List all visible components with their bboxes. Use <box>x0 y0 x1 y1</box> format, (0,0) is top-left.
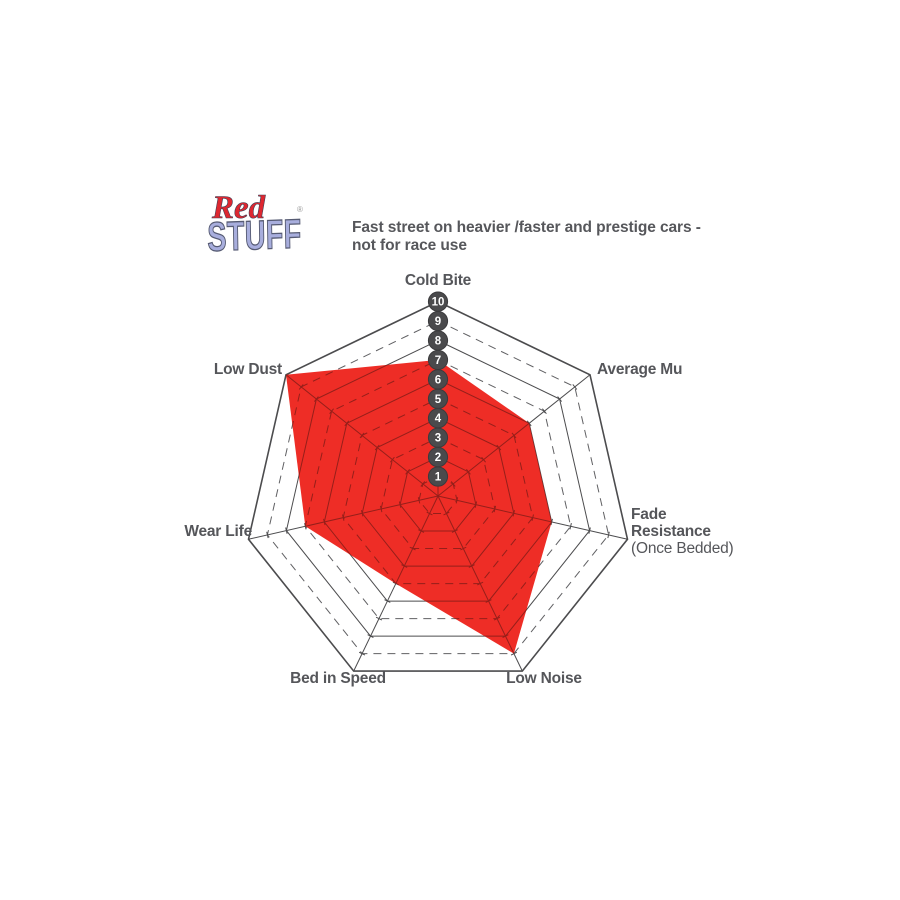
axis-tick <box>398 501 402 508</box>
axis-label-low-dust: Low Dust <box>213 361 282 378</box>
axis-tick <box>542 408 547 414</box>
axis-tick <box>418 529 425 533</box>
axis-tick <box>502 634 509 638</box>
axis-tick <box>468 564 475 568</box>
axis-label-fade-resistance: Fade Resistance (Once Bedded) <box>631 506 734 557</box>
axis-label-wear-life: Wear Life <box>184 523 252 540</box>
scale-badge-label-1: 1 <box>435 472 442 484</box>
axis-tick <box>481 456 486 463</box>
grid-ring-10 <box>247 300 629 672</box>
axis-tick <box>550 518 553 526</box>
axis-tick <box>285 527 288 534</box>
axis-tick <box>266 531 269 539</box>
grid-ring-9 <box>286 359 552 654</box>
axis-tick <box>496 444 502 451</box>
scale-badge-label-7: 7 <box>435 355 441 367</box>
axis-tick <box>323 518 326 526</box>
axis-tick <box>511 432 517 439</box>
chart-description-line1: Fast street on heavier /faster and prest… <box>352 219 701 236</box>
scale-badge-label-8: 8 <box>435 335 442 347</box>
axis-tick <box>344 420 350 427</box>
axis-tick <box>405 468 410 475</box>
axis-tick <box>384 599 391 603</box>
axis-tick <box>460 546 467 551</box>
axis-tick <box>588 527 591 534</box>
scale-badge-label-2: 2 <box>435 452 441 464</box>
data-polygon <box>286 359 552 654</box>
scale-badge-label-9: 9 <box>435 316 441 328</box>
axis-label-bed-in-speed: Bed in Speed <box>290 670 386 687</box>
scale-badge-label-3: 3 <box>435 433 441 445</box>
axis-tick <box>342 514 345 521</box>
axis-spoke-3 <box>437 495 523 654</box>
axis-tick <box>557 396 562 402</box>
axis-tick <box>531 514 534 521</box>
logo-red-text: Red <box>212 190 266 226</box>
axis-tick <box>367 634 374 638</box>
grid-ring-2 <box>399 456 477 532</box>
axis-tick <box>493 505 497 513</box>
axis-tick <box>512 510 516 517</box>
grid-ring-1 <box>418 476 458 514</box>
axis-spoke-5 <box>286 495 439 540</box>
axis-tick <box>329 408 334 414</box>
axis-tick <box>401 564 408 568</box>
axis-tick <box>451 529 458 533</box>
grid-ring-6 <box>323 378 552 602</box>
axis-tick <box>420 481 426 487</box>
axis-label-fade-line3: (Once Bedded) <box>631 540 734 557</box>
axis-label-fade-line2: Resistance <box>631 523 711 540</box>
axis-spoke-1 <box>437 374 552 497</box>
axis-tick <box>417 497 421 504</box>
axis-tick <box>360 510 364 517</box>
axis-tick <box>455 497 459 504</box>
axis-tick <box>450 481 456 487</box>
axis-tick <box>379 505 383 513</box>
scale-badge-label-10: 10 <box>432 297 445 309</box>
axis-tick <box>526 420 532 427</box>
axis-tick <box>374 444 380 451</box>
grid-ring-5 <box>342 398 534 585</box>
registered-mark-icon: ® <box>297 205 303 214</box>
axis-spoke-2 <box>437 495 552 540</box>
grid-ring-3 <box>380 437 496 549</box>
axis-tick <box>477 581 484 586</box>
axis-label-low-noise: Low Noise <box>506 670 582 687</box>
chart-description-line2: not for race use <box>352 236 467 254</box>
axis-tick <box>426 511 433 516</box>
axis-tick <box>607 531 610 539</box>
axis-tick <box>493 616 501 621</box>
axis-tick <box>375 616 383 621</box>
redstuff-logo: Red ® STUFF <box>206 190 317 270</box>
scale-badge-10 <box>427 291 449 312</box>
axis-tick <box>572 384 578 390</box>
axis-tick <box>298 384 304 390</box>
scale-badge-label-5: 5 <box>435 394 442 406</box>
scale-badge-label-6: 6 <box>435 374 441 386</box>
axis-tick <box>485 599 492 603</box>
axis-tick <box>510 651 518 656</box>
axis-label-fade-line1: Fade <box>631 506 667 523</box>
axis-tick <box>314 396 319 402</box>
axis-tick <box>474 501 478 508</box>
axis-label-cold-bite: Cold Bite <box>404 272 472 289</box>
axis-tick <box>443 511 450 516</box>
axis-tick <box>359 432 365 439</box>
axis-spoke-6 <box>286 374 439 497</box>
axis-tick <box>390 456 395 463</box>
chart-description: Fast street on heavier /faster and prest… <box>352 219 701 254</box>
axis-tick <box>358 651 366 656</box>
axis-tick <box>569 523 572 530</box>
axis-tick <box>409 546 416 551</box>
axis-tick <box>466 468 471 475</box>
scale-badge-label-4: 4 <box>435 413 442 425</box>
axis-label-average-mu: Average Mu <box>597 361 683 378</box>
grid-ring-4 <box>361 417 515 567</box>
scale-badges: 1 2 3 4 5 6 7 8 9 10 <box>427 291 449 487</box>
